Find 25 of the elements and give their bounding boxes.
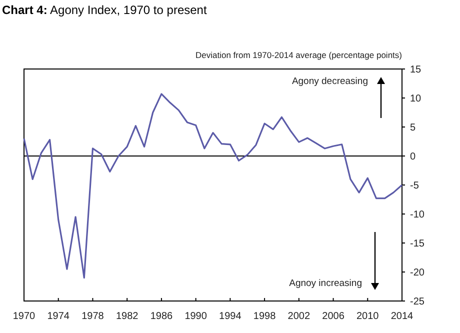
- x-tick-label: 1998: [253, 311, 276, 322]
- y-tick-label: 15: [410, 64, 422, 76]
- x-tick-label: 2002: [288, 311, 310, 322]
- y-tick-label: -20: [410, 268, 425, 278]
- x-tick-label: 1982: [116, 311, 139, 322]
- y-tick-label: -5: [410, 180, 420, 192]
- x-tick-label: 2010: [356, 311, 380, 322]
- x-tick-label: 1994: [219, 311, 242, 322]
- annotation: Agony decreasing: [292, 76, 368, 87]
- y-tick-label: -25: [410, 296, 425, 308]
- x-tick-label: 1978: [82, 311, 104, 322]
- chart-title: Chart 4: Agony Index, 1970 to present: [2, 3, 208, 17]
- x-tick-label: 1990: [184, 311, 208, 322]
- y-axis-title: Deviation from 1970-2014 average (percentage points): [196, 50, 402, 60]
- y-tick-label: 0: [410, 152, 416, 162]
- x-tick-label: 1974: [47, 311, 70, 322]
- x-tick-label: 1986: [150, 311, 174, 322]
- y-tick-label: 10: [410, 94, 422, 104]
- y-tick-label: -15: [410, 238, 425, 250]
- x-tick-label: 1970: [12, 311, 36, 322]
- x-tick-label: 2006: [322, 311, 345, 322]
- y-tick-label: -10: [410, 210, 425, 220]
- y-tick-label: 5: [410, 122, 416, 134]
- annotation: Agnoy increasing: [289, 278, 362, 289]
- x-tick-label: 2014: [390, 311, 414, 322]
